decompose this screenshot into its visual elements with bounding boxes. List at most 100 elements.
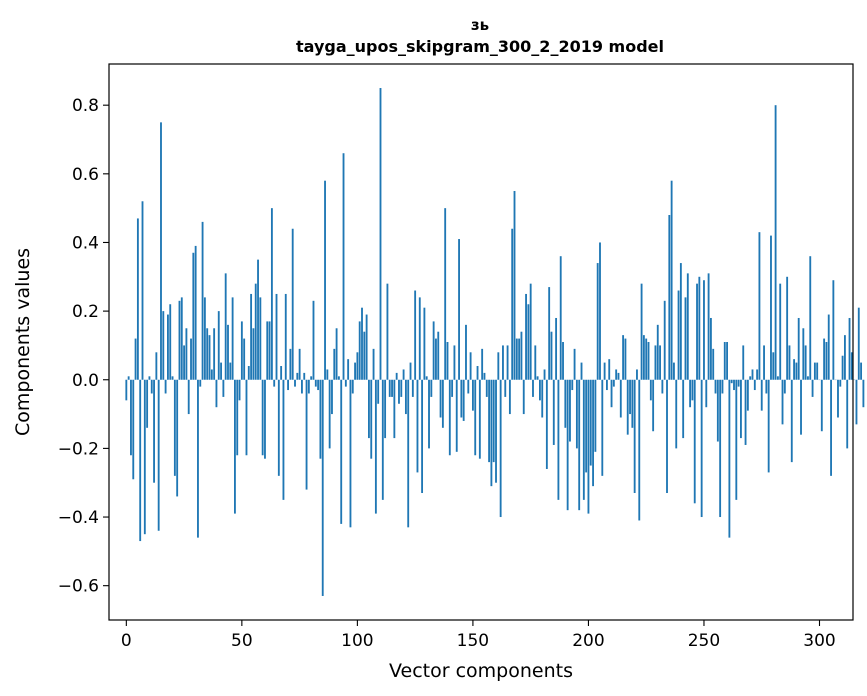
bar-component-174 — [527, 304, 530, 380]
bar-component-96 — [347, 359, 350, 380]
bar-component-88 — [328, 379, 331, 449]
bar-component-149 — [469, 352, 472, 380]
bar-component-225 — [645, 338, 648, 380]
bar-component-69 — [284, 293, 287, 380]
bar-component-162 — [499, 379, 502, 518]
bar-component-289 — [793, 359, 796, 380]
bar-component-200 — [587, 379, 590, 514]
bar-component-244 — [689, 379, 692, 408]
bar-component-186 — [555, 317, 558, 380]
bar-component-215 — [622, 335, 625, 380]
bar-component-226 — [647, 342, 650, 380]
bar-component-30 — [194, 245, 197, 380]
bar-component-148 — [467, 379, 470, 394]
bar-component-232 — [661, 379, 664, 394]
bar-component-111 — [381, 379, 384, 500]
bar-component-278 — [767, 379, 770, 473]
bar-component-150 — [471, 379, 474, 411]
bar-component-57 — [257, 259, 259, 380]
x-tick-label: 0 — [121, 631, 132, 651]
bar-component-113 — [386, 283, 389, 380]
bar-component-116 — [393, 379, 396, 439]
bar-component-302 — [823, 338, 826, 380]
bar-component-241 — [682, 379, 685, 439]
bar-component-50 — [240, 321, 243, 380]
bar-component-172 — [522, 379, 525, 415]
bar-component-81 — [312, 300, 315, 380]
bar-component-309 — [839, 379, 842, 387]
bar-component-117 — [395, 372, 398, 380]
bars-group — [125, 88, 865, 596]
bar-component-296 — [809, 256, 812, 380]
bar-component-60 — [264, 379, 266, 459]
bar-component-3 — [132, 379, 135, 480]
bar-component-24 — [180, 297, 183, 380]
bar-component-140 — [448, 379, 451, 456]
bar-component-194 — [573, 348, 576, 380]
x-tick-label: 50 — [231, 631, 253, 651]
bar-component-273 — [756, 369, 759, 380]
x-tick-label: 300 — [803, 631, 835, 651]
bar-component-221 — [636, 369, 638, 380]
bar-component-210 — [610, 379, 613, 408]
bar-component-27 — [187, 379, 190, 415]
bar-component-104 — [365, 314, 368, 380]
bar-component-98 — [351, 379, 354, 394]
bar-component-176 — [532, 379, 534, 397]
bar-component-280 — [772, 352, 775, 380]
bar-component-217 — [626, 379, 629, 435]
bar-component-235 — [668, 215, 671, 380]
bar-component-68 — [282, 379, 285, 500]
chart-title: зь — [471, 16, 489, 34]
bar-component-5 — [136, 218, 139, 380]
bar-component-188 — [559, 256, 562, 380]
bar-component-139 — [446, 342, 449, 380]
bar-component-114 — [388, 379, 391, 397]
bar-component-80 — [310, 376, 313, 380]
bar-component-18 — [167, 314, 169, 380]
bar-component-265 — [737, 379, 740, 387]
bar-component-234 — [666, 379, 668, 494]
bar-component-169 — [515, 338, 518, 380]
bar-component-269 — [746, 379, 749, 411]
bar-component-187 — [557, 379, 560, 500]
bar-component-252 — [707, 273, 710, 380]
bar-component-293 — [802, 328, 805, 380]
bar-component-144 — [458, 239, 460, 380]
bar-component-316 — [855, 379, 858, 425]
bar-component-168 — [513, 190, 516, 380]
bar-component-216 — [624, 338, 627, 380]
bar-component-87 — [326, 369, 329, 380]
bar-component-46 — [231, 297, 234, 380]
y-tick-label: 0.4 — [72, 233, 99, 253]
bar-component-157 — [488, 379, 491, 463]
bar-component-207 — [603, 362, 606, 380]
bar-component-228 — [652, 379, 655, 432]
bar-component-39 — [215, 379, 218, 408]
bar-component-11 — [150, 379, 153, 394]
bar-component-167 — [511, 228, 514, 380]
bar-component-255 — [714, 379, 717, 394]
bar-component-282 — [776, 376, 779, 380]
bar-component-274 — [758, 232, 761, 380]
bar-component-59 — [261, 379, 264, 456]
y-tick-label: 0.0 — [72, 371, 99, 391]
bar-component-63 — [270, 208, 273, 380]
bar-component-196 — [578, 379, 581, 511]
bar-component-318 — [860, 362, 863, 380]
bar-component-308 — [837, 379, 839, 418]
bar-component-49 — [238, 379, 241, 401]
bar-component-70 — [287, 379, 289, 391]
bar-component-203 — [594, 379, 597, 452]
bar-component-90 — [333, 348, 336, 380]
bar-component-22 — [176, 379, 179, 497]
bar-component-93 — [340, 379, 343, 524]
bar-component-40 — [217, 311, 220, 380]
bar-component-276 — [763, 345, 765, 380]
bar-component-164 — [504, 379, 507, 397]
bar-component-181 — [543, 369, 546, 380]
bar-component-303 — [825, 342, 828, 380]
bar-component-208 — [606, 379, 608, 391]
bar-component-306 — [832, 280, 835, 380]
bar-component-242 — [684, 297, 687, 380]
